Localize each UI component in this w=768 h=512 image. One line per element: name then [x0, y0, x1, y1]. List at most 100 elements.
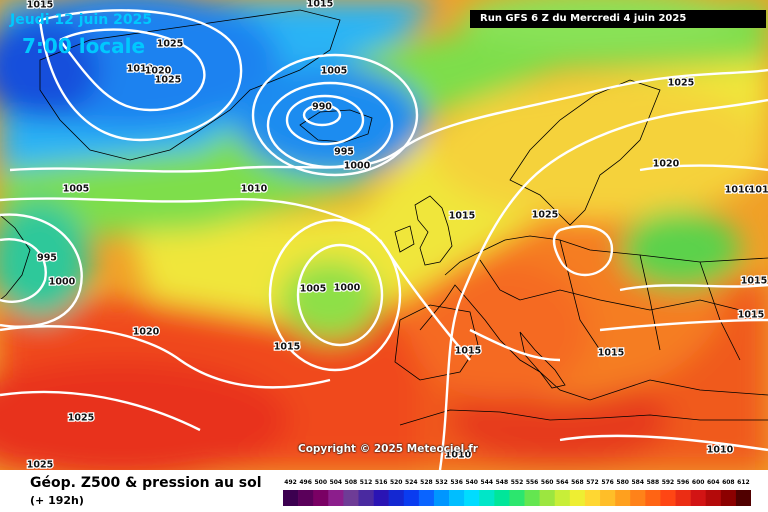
legend-tick-label: 608 — [722, 479, 735, 486]
isobar-label: 1010 — [241, 184, 268, 195]
product-title: Géop. Z500 & pression au sol — [30, 475, 262, 491]
legend-swatch — [373, 490, 389, 506]
legend-swatch — [569, 490, 586, 506]
isobar-label: 1020 — [653, 159, 680, 170]
legend-tick-label: 528 — [420, 479, 433, 486]
legend-swatch — [494, 490, 510, 506]
isobar-label: 1025 — [27, 460, 53, 471]
legend-tick-label: 540 — [465, 479, 478, 486]
z500-geopotential-map — [0, 0, 768, 470]
legend-swatch — [418, 490, 435, 506]
isobar-label: 1015 — [27, 0, 53, 11]
isobar-label: 1005 — [321, 66, 347, 77]
legend-swatch — [539, 490, 556, 506]
legend-tick-label: 592 — [662, 479, 675, 486]
legend-tick-label: 520 — [390, 479, 403, 486]
legend-swatch — [464, 490, 480, 506]
legend-swatch — [735, 490, 751, 506]
color-legend: 492 496 500 504 508 512 516 520 524 528 532 536 540 5… — [283, 479, 751, 506]
legend-swatch — [509, 490, 525, 506]
lead-time: (+ 192h) — [30, 494, 84, 507]
legend-swatch — [479, 490, 495, 506]
isobar-lines — [0, 9, 768, 470]
isobar-label: 1025 — [68, 413, 94, 424]
legend-tick-label: 580 — [616, 479, 629, 486]
coastlines — [0, 9, 768, 426]
legend-swatch — [615, 490, 631, 506]
isobar-label: 995 — [334, 147, 354, 158]
legend-tick-label: 492 — [284, 479, 297, 486]
legend-tick-label: 544 — [481, 479, 494, 486]
legend-tick-label: 508 — [345, 479, 358, 486]
isobar-label: 1015 — [307, 0, 333, 10]
legend-swatch — [690, 490, 707, 506]
legend-tick-label: 500 — [314, 479, 327, 486]
legend-tick-label: 568 — [571, 479, 584, 486]
legend-tick-label: 588 — [647, 479, 660, 486]
legend-tick-label: 504 — [330, 479, 343, 486]
legend-swatch — [328, 490, 344, 506]
legend-swatch — [449, 490, 465, 506]
isobar-label: 1000 — [334, 283, 361, 294]
legend-swatch — [388, 490, 405, 506]
isobar-label: 1000 — [49, 277, 76, 288]
legend-swatch — [584, 490, 601, 506]
legend-tick-label: 600 — [692, 479, 705, 486]
legend-tick-label: 584 — [632, 479, 645, 486]
legend-tick-label: 576 — [601, 479, 614, 486]
legend-tick-label: 612 — [737, 479, 750, 486]
legend-tick-label: 536 — [450, 479, 463, 486]
legend-swatch — [705, 490, 722, 506]
legend-swatch — [554, 490, 571, 506]
legend-swatch — [645, 490, 661, 506]
isobar-label: 1015 — [449, 211, 475, 222]
legend-swatch — [660, 490, 676, 506]
legend-tick-label: 548 — [496, 479, 509, 486]
legend-tick-label: 572 — [586, 479, 599, 486]
isobar-label: 1005 — [63, 184, 89, 195]
legend-swatch — [358, 490, 374, 506]
isobar-label: 1010 — [445, 450, 472, 461]
legend-swatch — [675, 490, 691, 506]
legend-swatch — [313, 490, 329, 506]
isobar-labels: 1015 101510251010102010251005990995100010… — [26, 0, 768, 471]
run-info-banner: Run GFS 6 Z du Mercredi 4 juin 2025 — [470, 10, 766, 28]
geopotential-color-fill — [0, 0, 768, 470]
legend-swatch — [298, 490, 314, 506]
legend-tick-label: 532 — [435, 479, 448, 486]
isobar-label: 1005 — [300, 284, 326, 295]
isobar-label: 995 — [37, 253, 57, 264]
legend-tick-label: 552 — [511, 479, 524, 486]
legend-tick-label: 596 — [677, 479, 690, 486]
isobar-label: 1015 — [598, 348, 624, 359]
valid-time: 7:00 locale — [22, 34, 146, 58]
isobar-label: 1025 — [155, 75, 181, 86]
legend-tick-label: 556 — [526, 479, 539, 486]
legend-tick-label: 524 — [405, 479, 418, 486]
legend-tick-label: 604 — [707, 479, 720, 486]
legend-swatch — [403, 490, 420, 506]
legend-swatch — [600, 490, 616, 506]
legend-swatch — [343, 490, 359, 506]
copyright-notice: Copyright © 2025 Meteociel.fr — [298, 443, 478, 455]
isobar-label: 1020 — [145, 66, 172, 77]
legend-swatch — [283, 490, 299, 506]
isobar-label: 1025 — [668, 78, 694, 89]
legend-swatch — [433, 490, 450, 506]
valid-date: Jeudi 12 juin 2025 — [10, 12, 153, 28]
legend-tick-label: 512 — [360, 479, 373, 486]
legend-swatch — [630, 490, 646, 506]
isobar-label: 1010 — [749, 185, 768, 196]
isobar-label: 1010 — [127, 64, 154, 75]
legend-swatch — [524, 490, 540, 506]
isobar-label: 1015 — [738, 310, 764, 321]
legend-swatch — [720, 490, 737, 506]
isobar-label: 1010 — [725, 185, 752, 196]
isobar-label: 1025 — [532, 210, 558, 221]
isobar-label: 1015 — [274, 342, 300, 353]
map-footer: Géop. Z500 & pression au sol (+ 192h) 49… — [0, 470, 768, 512]
isobar-label: 1025 — [157, 39, 183, 50]
isobar-label: 1020 — [133, 327, 160, 338]
legend-tick-label: 496 — [299, 479, 312, 486]
